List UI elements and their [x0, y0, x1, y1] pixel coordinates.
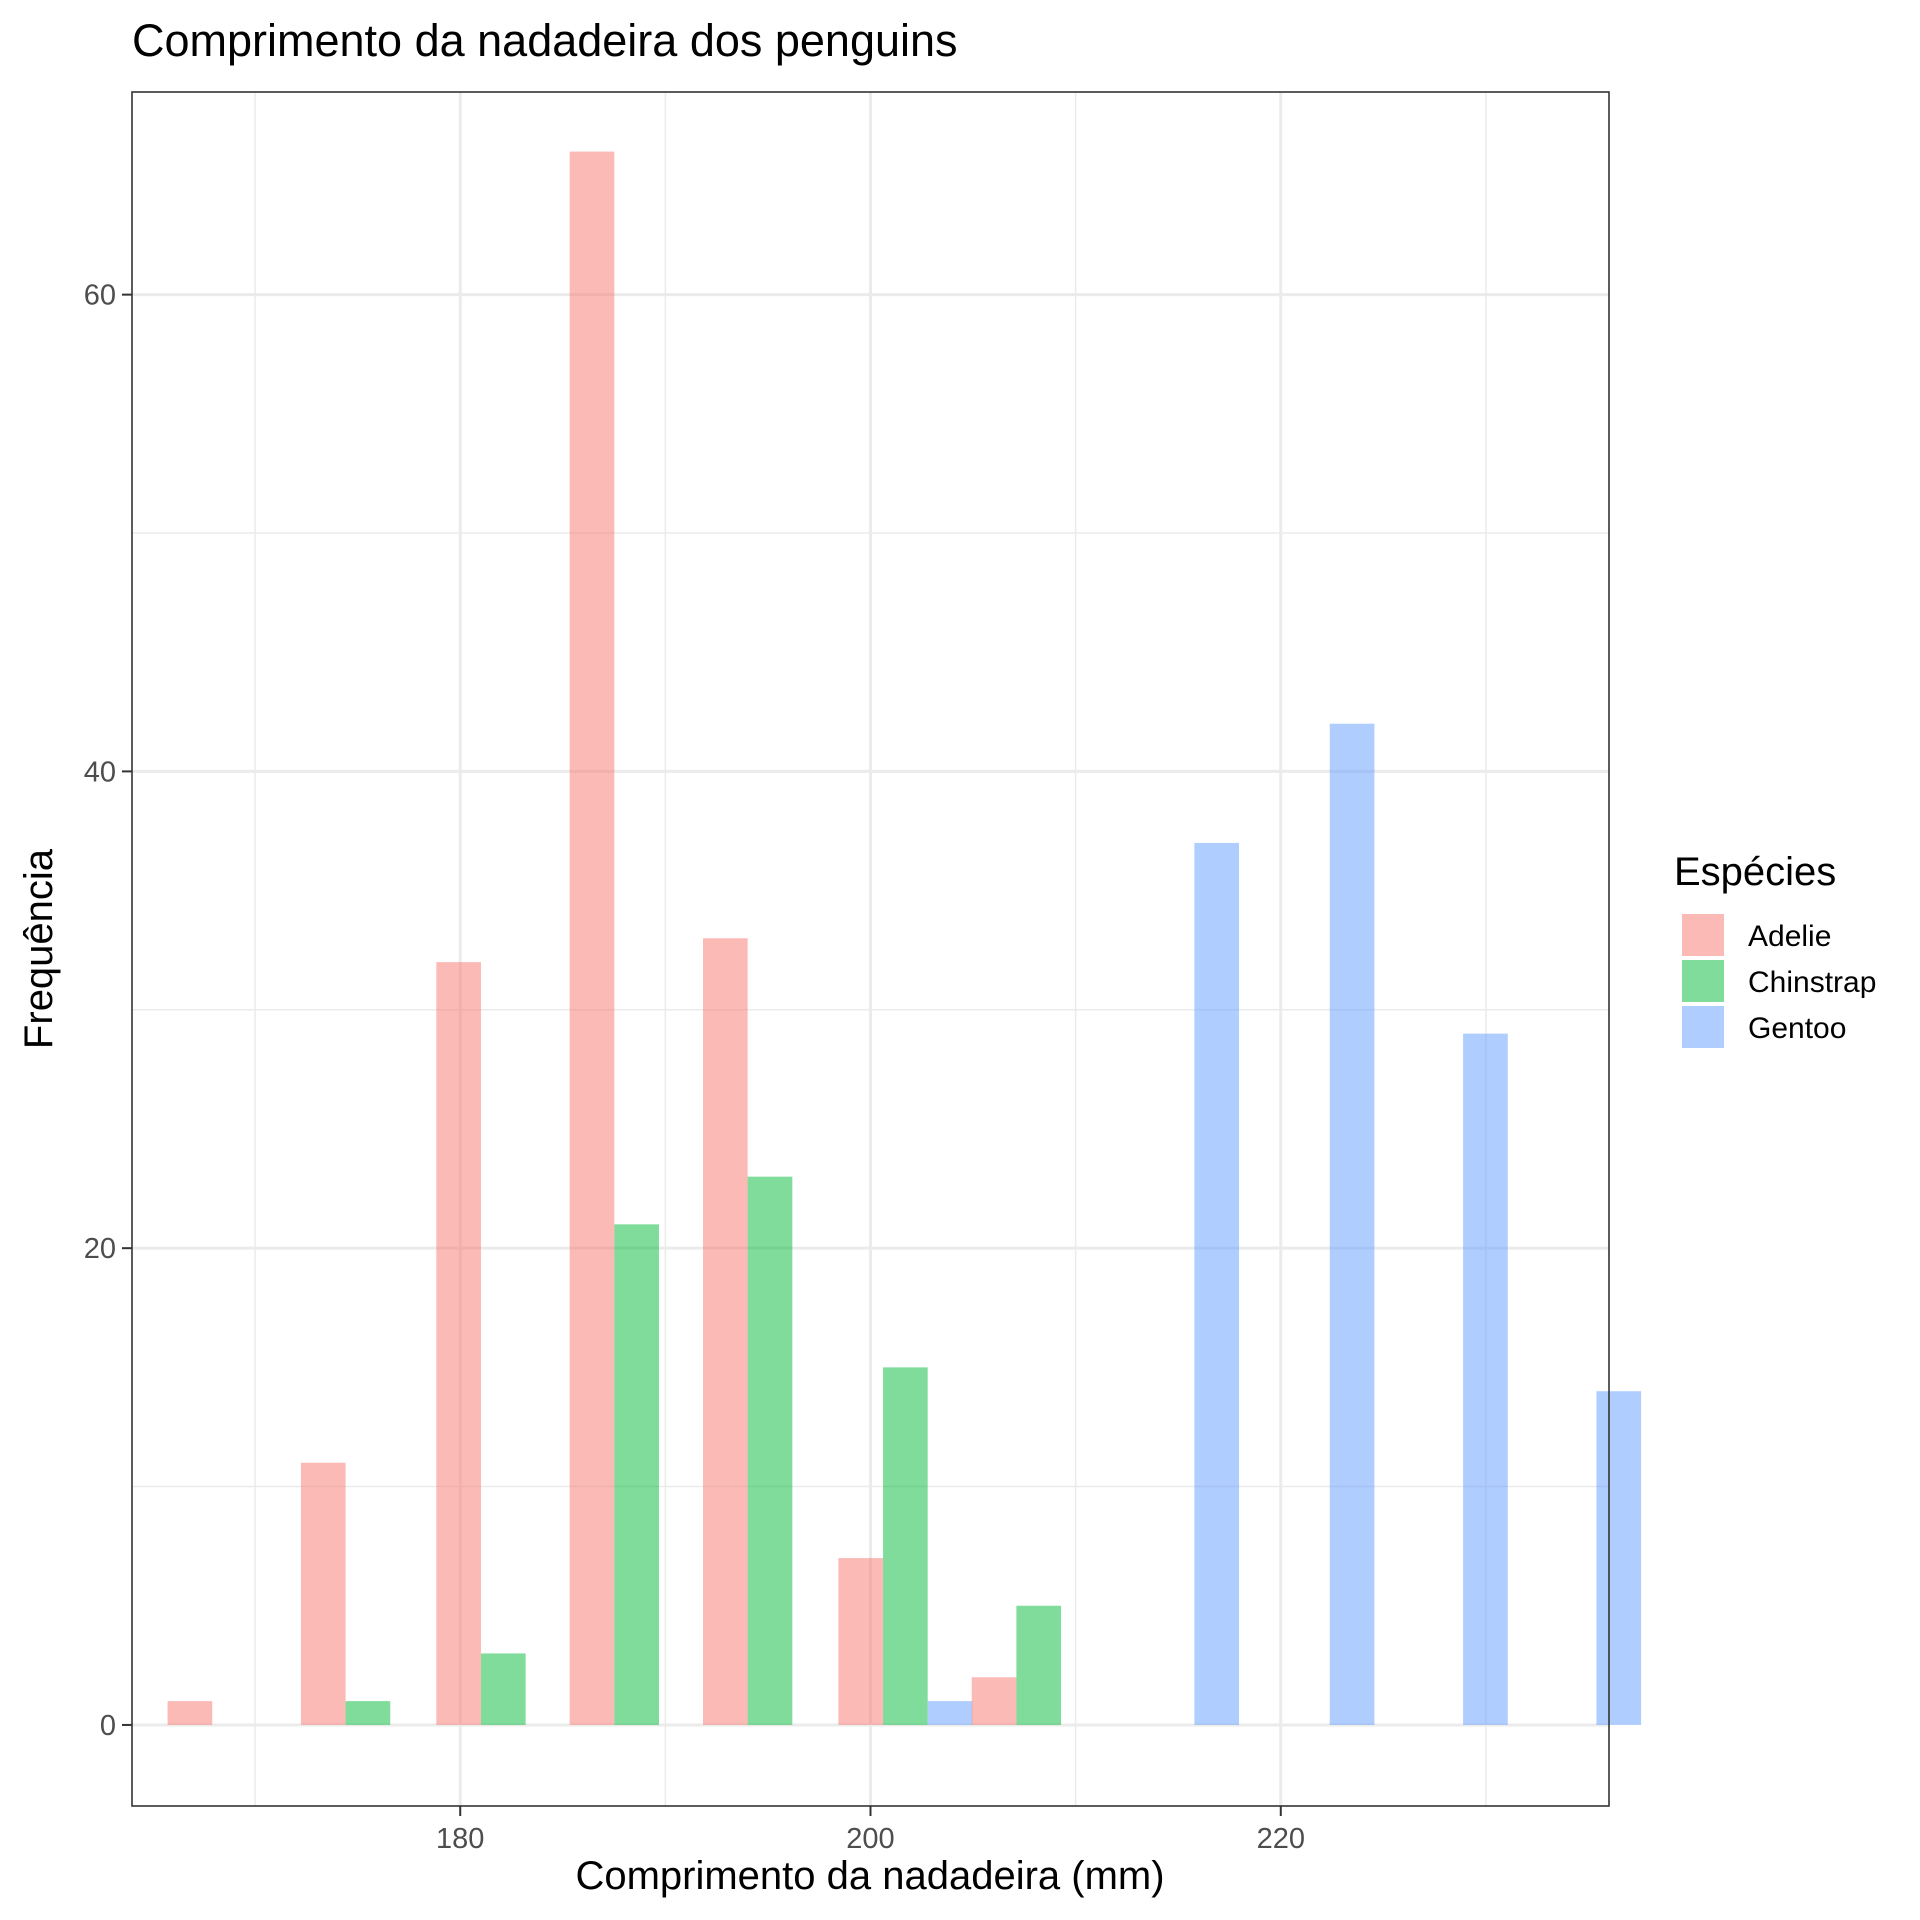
bar-adelie: [436, 962, 481, 1725]
bar-chinstrap: [345, 1701, 391, 1725]
bar-chinstrap: [480, 1653, 526, 1725]
x-axis-title: Comprimento da nadadeira (mm): [575, 1854, 1164, 1898]
legend-key-chinstrap: [1682, 960, 1724, 1002]
x-tick-label: 200: [846, 1823, 894, 1855]
legend-label-chinstrap: Chinstrap: [1748, 966, 1876, 999]
legend-title: Espécies: [1674, 850, 1836, 894]
x-tick-label: 180: [436, 1823, 484, 1855]
x-tick-label: 220: [1257, 1823, 1305, 1855]
bar-chinstrap: [883, 1367, 928, 1725]
bar-adelie: [167, 1701, 213, 1725]
bar-gentoo: [1596, 1391, 1642, 1725]
y-tick-label: 40: [84, 756, 116, 788]
bar-adelie: [838, 1558, 884, 1725]
chart-title: Comprimento da nadadeira dos penguins: [132, 15, 958, 66]
legend-key-adelie: [1682, 914, 1724, 956]
legend-label-gentoo: Gentoo: [1748, 1012, 1846, 1045]
bar-gentoo: [1194, 842, 1240, 1725]
legend: Espécies Adelie Chinstrap Gentoo: [1674, 850, 1876, 1048]
grid: [132, 92, 1609, 1806]
bar-adelie: [971, 1677, 1017, 1725]
legend-key-gentoo: [1682, 1006, 1724, 1048]
legend-label-adelie: Adelie: [1748, 920, 1831, 953]
bar-adelie: [569, 151, 615, 1725]
bars: [167, 151, 1642, 1725]
y-axis-title: Frequência: [17, 848, 61, 1049]
bar-chinstrap: [1016, 1605, 1062, 1725]
y-tick-label: 20: [84, 1233, 116, 1265]
bar-chinstrap: [747, 1176, 793, 1725]
bar-adelie: [300, 1462, 346, 1725]
axis-ticks: 180 200 220 0 20 40 60: [84, 280, 1305, 1855]
y-tick-label: 60: [84, 280, 116, 312]
bar-gentoo: [1463, 1033, 1508, 1725]
bar-gentoo: [1329, 723, 1375, 1725]
bar-adelie: [703, 938, 748, 1725]
bar-gentoo: [927, 1701, 973, 1725]
y-tick-label: 0: [100, 1710, 116, 1742]
bar-chinstrap: [614, 1224, 659, 1725]
